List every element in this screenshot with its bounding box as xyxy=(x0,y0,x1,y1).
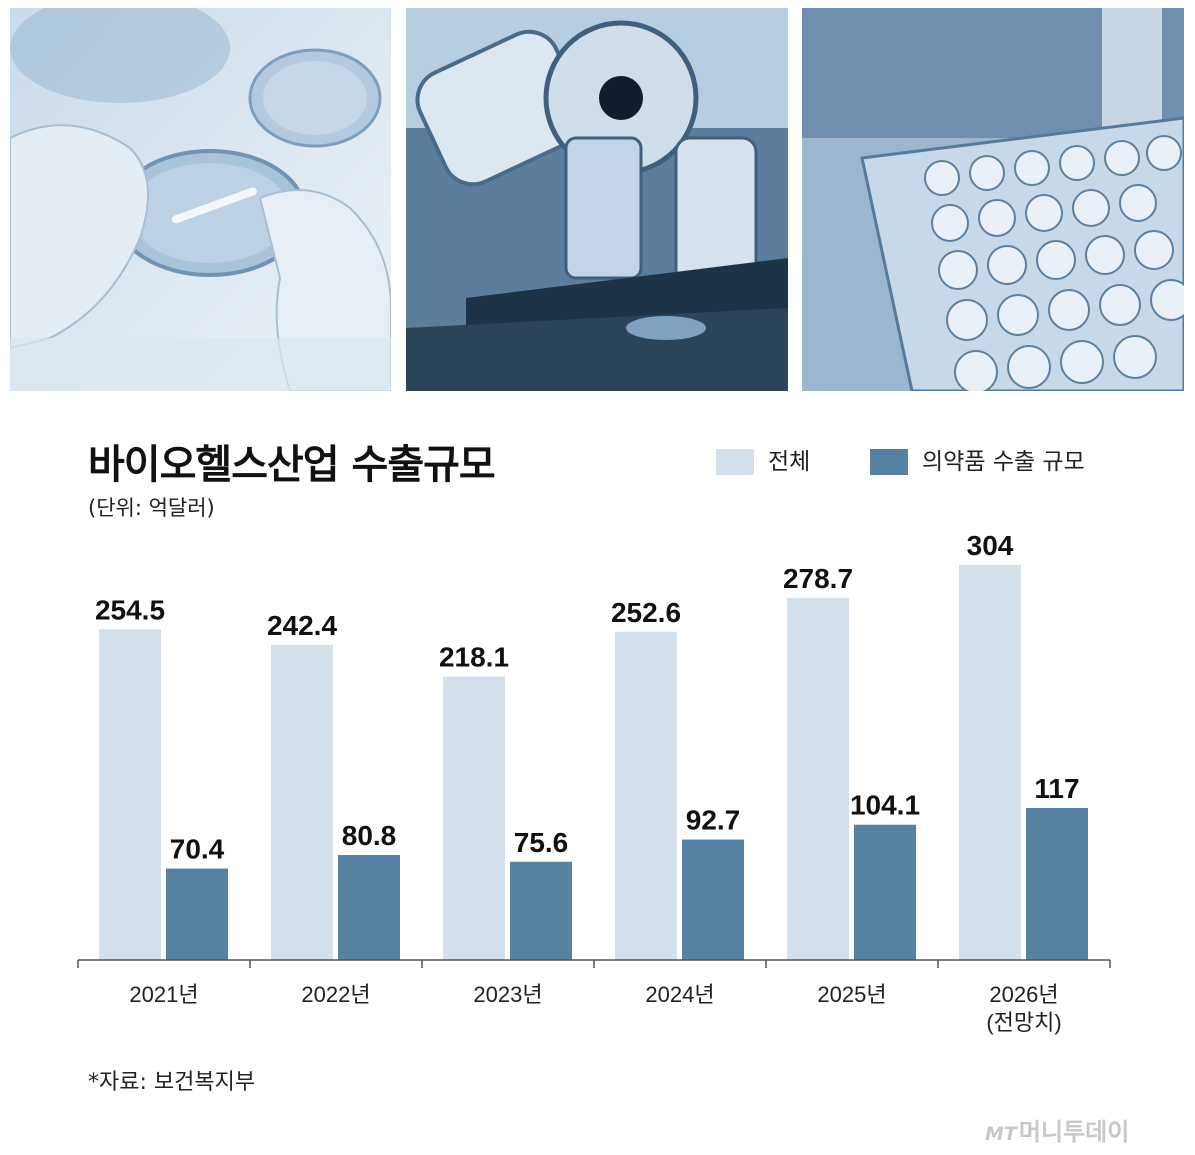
value-label-pharma-5: 117 xyxy=(1034,773,1079,804)
source-note: *자료: 보건복지부 xyxy=(88,1070,256,1095)
unit-label: (단위: 억달러) xyxy=(88,496,215,520)
x-tick-label-5: 2026년 (전망치) xyxy=(986,982,1061,1035)
x-tick-label-4: 2025년 xyxy=(817,982,886,1007)
bar-total-0 xyxy=(99,629,161,960)
x-tick-label-1: 2022년 xyxy=(301,982,370,1007)
value-label-pharma-4: 104.1 xyxy=(850,790,920,821)
value-label-pharma-3: 92.7 xyxy=(686,805,741,836)
legend-swatch-total xyxy=(716,449,754,475)
microscope-photo xyxy=(406,8,788,391)
bar-pharma-1 xyxy=(338,855,400,960)
value-label-total-0: 254.5 xyxy=(95,594,165,625)
value-label-pharma-1: 80.8 xyxy=(342,820,397,851)
x-tick-label-0: 2021년 xyxy=(129,982,198,1007)
legend-swatch-pharma xyxy=(870,449,908,475)
bar-chart: 254.5 70.4 2021년 242.4 80.8 2022년 218.1 75.6 202… xyxy=(77,530,1111,1035)
value-label-pharma-2: 75.6 xyxy=(514,827,569,858)
x-tick-label-2: 2023년 xyxy=(473,982,542,1007)
legend-label-total: 전체 xyxy=(768,449,811,475)
bar-pharma-0 xyxy=(166,868,228,960)
bar-pharma-3 xyxy=(682,839,744,960)
watermark-logo: MT xyxy=(985,1123,1017,1145)
chart-title: 바이오헬스산업 수출규모 xyxy=(88,442,496,488)
value-label-total-1: 242.4 xyxy=(267,610,337,641)
legend: 전체 의약품 수출 규모 xyxy=(716,447,1116,477)
bar-total-2 xyxy=(443,676,505,960)
x-tick-label-3: 2024년 xyxy=(645,982,714,1007)
bar-pharma-5 xyxy=(1026,807,1088,960)
bar-total-1 xyxy=(271,645,333,960)
value-label-total-4: 278.7 xyxy=(783,563,853,594)
watermark-text: 머니투데이 xyxy=(1018,1118,1130,1146)
bar-total-5 xyxy=(959,565,1021,960)
value-label-total-3: 252.6 xyxy=(611,597,681,628)
bar-total-3 xyxy=(615,631,677,960)
petri-dish-photo xyxy=(10,8,391,391)
value-label-total-5: 304 xyxy=(967,530,1014,561)
bar-pharma-2 xyxy=(510,861,572,960)
value-label-total-2: 218.1 xyxy=(439,642,509,673)
watermark: MT머니투데이 xyxy=(985,1112,1129,1147)
well-plate-photo xyxy=(802,8,1184,391)
bar-pharma-4 xyxy=(854,824,916,960)
legend-label-pharma: 의약품 수출 규모 xyxy=(922,449,1085,475)
photo-strip xyxy=(10,8,1184,391)
bar-total-4 xyxy=(787,597,849,960)
value-label-pharma-0: 70.4 xyxy=(170,834,225,865)
